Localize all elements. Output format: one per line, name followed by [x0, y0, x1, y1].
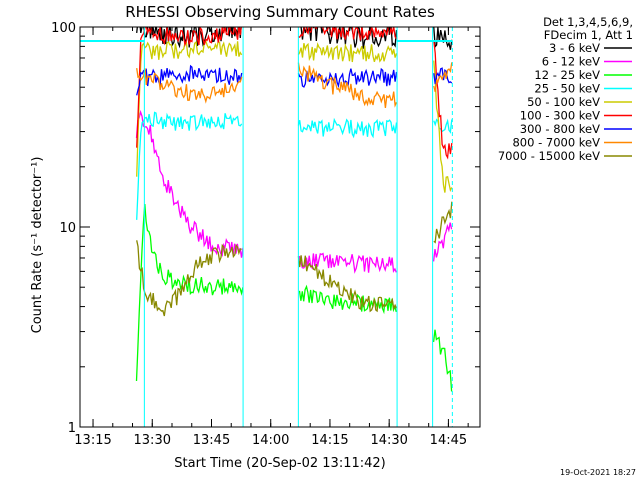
series-line	[136, 62, 453, 108]
y-tick-label: 1	[68, 421, 76, 436]
x-tick-label: 13:15	[74, 433, 111, 448]
legend-label: 12 - 25 keV	[534, 68, 600, 82]
x-tick-label: 14:30	[370, 433, 407, 448]
series-group	[135, 27, 453, 392]
legend-label: 800 - 7000 keV	[512, 136, 600, 150]
legend-label: 25 - 50 keV	[534, 82, 600, 96]
legend-header-line-1: Det 1,3,4,5,6,9,	[543, 15, 633, 29]
legend-label: 3 - 6 keV	[549, 41, 600, 55]
plot-layer	[80, 27, 453, 427]
legend-label: 6 - 12 keV	[542, 55, 600, 69]
legend-label: 100 - 300 keV	[520, 109, 600, 123]
legend-label: 50 - 100 keV	[527, 95, 600, 109]
legend-header-line-2: FDecim 1, Att 1	[544, 28, 633, 42]
y-tick-label: 100	[51, 21, 76, 36]
series-line	[136, 39, 453, 193]
x-tick-label: 13:30	[134, 433, 171, 448]
series-line	[136, 27, 453, 50]
legend-label: 300 - 800 keV	[520, 122, 600, 136]
axis-layer: 13:15 13:30 13:45 14:00 14:15 14:30 14:45 1 10 10…	[51, 21, 481, 448]
x-tick-label: 14:15	[311, 433, 348, 448]
x-tick-label: 14:00	[252, 433, 289, 448]
x-axis-label: Start Time (20-Sep-02 13:11:42)	[174, 456, 385, 471]
series-line	[136, 111, 453, 220]
series-line	[135, 109, 453, 274]
x-tick-label: 14:45	[430, 433, 467, 448]
x-tick-label: 13:45	[193, 433, 230, 448]
chart-title: RHESSI Observing Summary Count Rates	[125, 3, 435, 21]
series-line	[135, 204, 453, 392]
legend-label: 7000 - 15000 keV	[498, 149, 600, 163]
y-tick-label: 10	[59, 221, 76, 236]
plot-timestamp: 19-Oct-2021 18:27	[560, 468, 636, 477]
y-axis-label: Count Rate (s⁻¹ detector⁻¹)	[30, 157, 45, 334]
series-line	[136, 201, 453, 317]
